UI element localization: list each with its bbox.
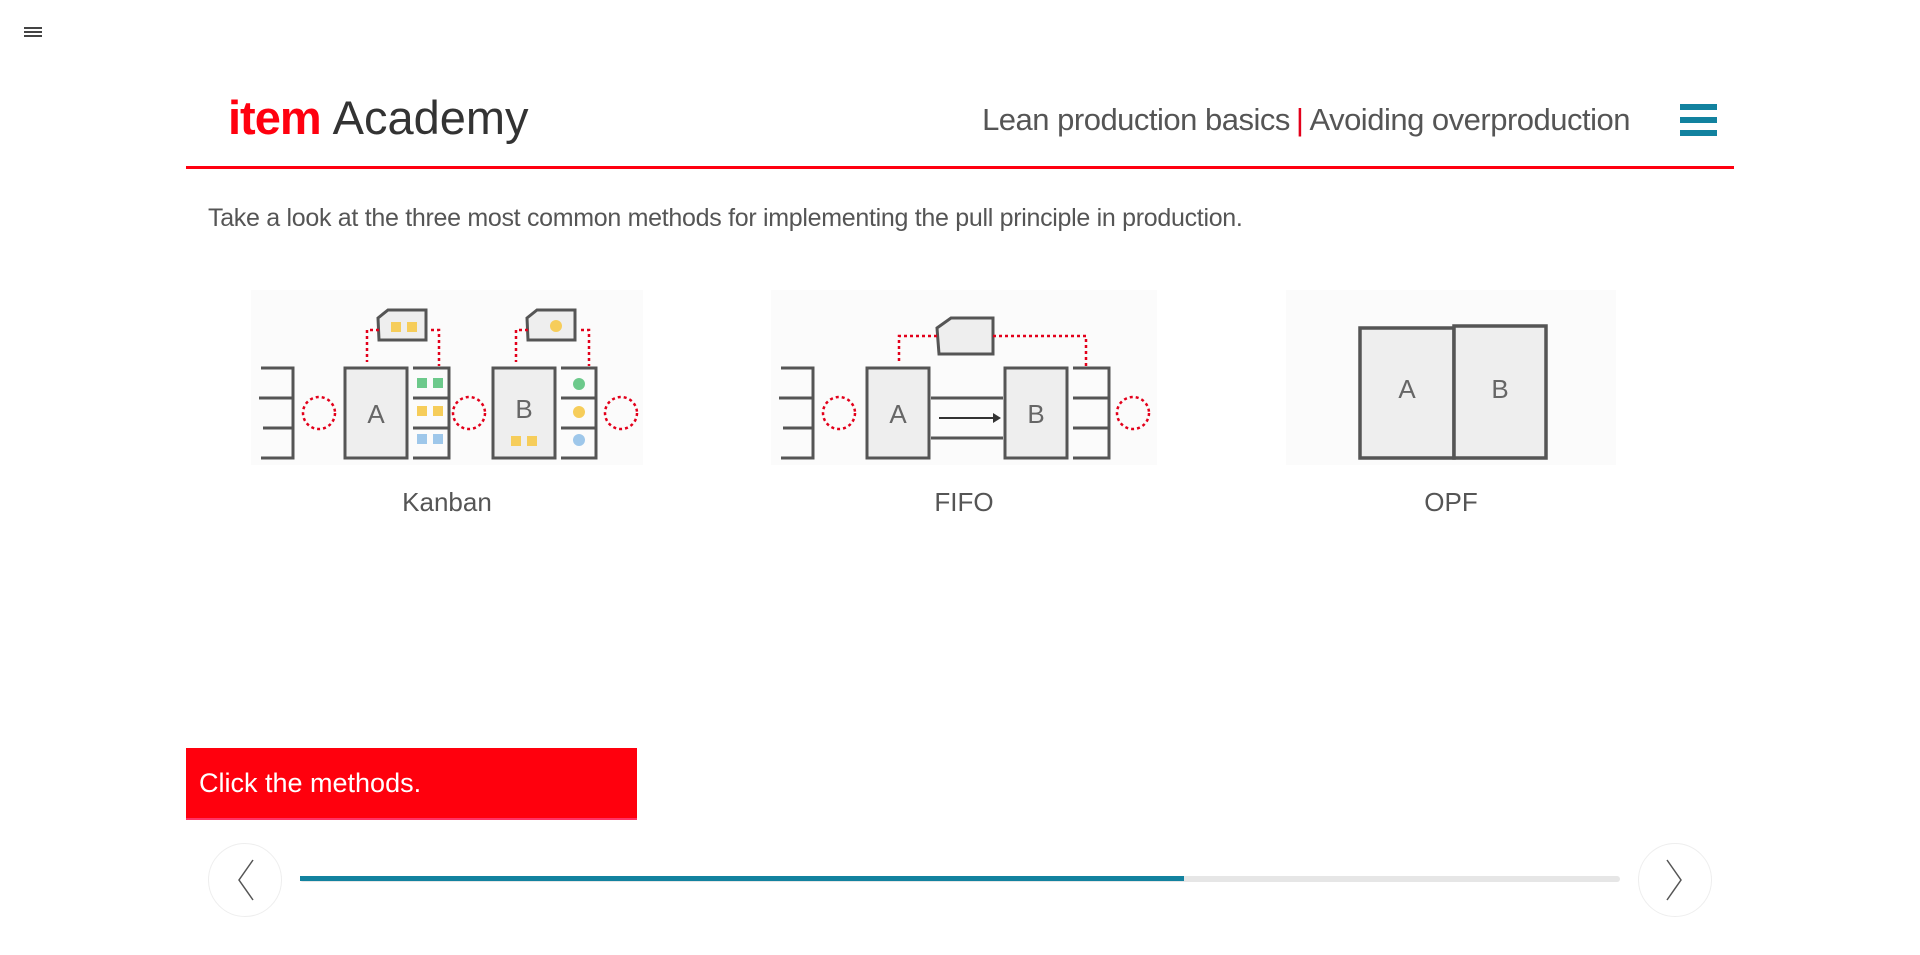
opf-illustration: A B	[1286, 290, 1616, 465]
corner-menu-button[interactable]	[24, 27, 42, 39]
breadcrumb: Lean production basics | Avoiding overprod…	[982, 102, 1630, 138]
method-opf[interactable]: A B OPF	[1286, 290, 1616, 518]
kanban-illustration: A B	[251, 290, 643, 465]
method-kanban[interactable]: A B Kanban	[251, 290, 643, 518]
logo-product: Academy	[332, 91, 529, 144]
chevron-left-icon	[238, 859, 254, 901]
method-fifo[interactable]: A B FIFO	[771, 290, 1157, 518]
method-label: FIFO	[934, 487, 994, 517]
station-a-label: A	[367, 399, 385, 429]
chevron-right-icon	[1666, 859, 1682, 901]
station-a-label: A	[889, 399, 907, 429]
next-button[interactable]	[1638, 843, 1712, 917]
intro-text: Take a look at the three most common met…	[208, 204, 1243, 232]
logo: item Academy	[228, 88, 529, 149]
progress-fill	[300, 876, 1185, 881]
hamburger-icon[interactable]	[1680, 104, 1717, 136]
station-a-label: A	[1398, 374, 1416, 404]
station-b-label: B	[515, 394, 532, 424]
breadcrumb-separator: |	[1295, 102, 1304, 137]
header-divider	[186, 166, 1734, 169]
method-label: Kanban	[402, 487, 492, 517]
station-b-label: B	[1491, 374, 1508, 404]
station-b-label: B	[1027, 399, 1044, 429]
progress-bar	[300, 876, 1620, 882]
logo-brand: item	[228, 91, 322, 144]
method-label: OPF	[1424, 487, 1478, 517]
instruction-box: Click the methods.	[186, 748, 637, 820]
breadcrumb-chapter: Avoiding overproduction	[1309, 102, 1630, 137]
breadcrumb-course: Lean production basics	[982, 102, 1290, 137]
prev-button[interactable]	[208, 843, 282, 917]
fifo-illustration: A B	[771, 290, 1157, 465]
